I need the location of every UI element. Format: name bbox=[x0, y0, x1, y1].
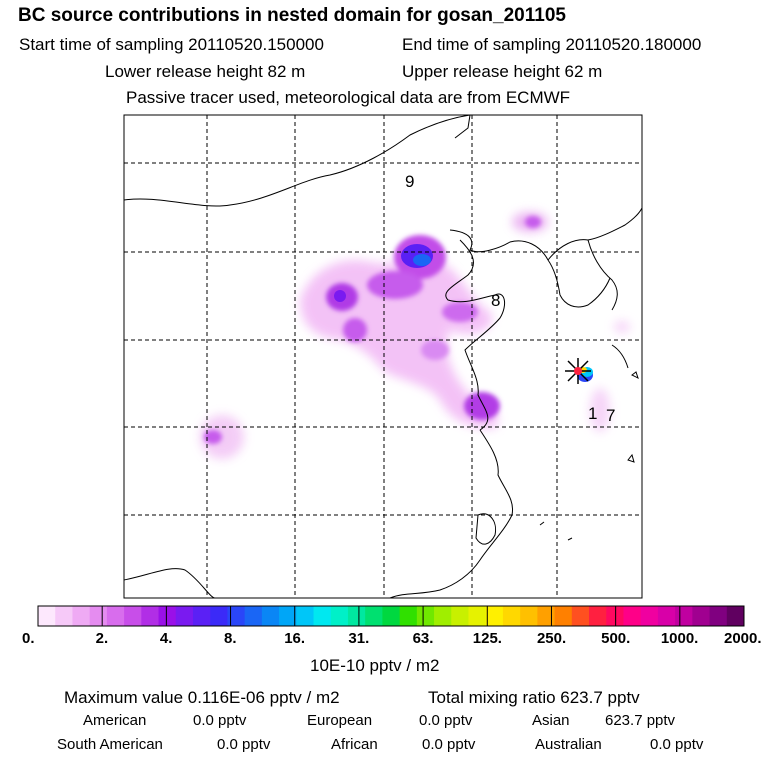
colorbar-swatch bbox=[38, 606, 56, 626]
african-label: African bbox=[331, 736, 378, 753]
colorbar-tick-label: 1000. bbox=[660, 630, 699, 647]
colorbar-swatch bbox=[244, 606, 263, 626]
colorbar-swatch bbox=[485, 606, 504, 626]
colorbar-swatch bbox=[709, 606, 728, 626]
map-area bbox=[124, 115, 642, 598]
colorbar-swatch bbox=[434, 606, 452, 626]
region-label-1: 1 bbox=[588, 404, 598, 423]
tracer-label: Passive tracer used, meteorological data… bbox=[126, 88, 571, 107]
colorbar-swatch bbox=[365, 606, 383, 626]
colorbar-swatch bbox=[279, 606, 297, 626]
colorbar-swatch bbox=[451, 606, 469, 626]
colorbar-swatch bbox=[106, 606, 125, 626]
colorbar-swatch bbox=[124, 606, 142, 626]
asian-value: 623.7 pptv bbox=[605, 712, 676, 729]
colorbar-swatch bbox=[640, 606, 659, 626]
colorbar-swatch bbox=[296, 606, 315, 626]
australian-label: Australian bbox=[535, 736, 602, 753]
colorbar-swatch bbox=[261, 606, 280, 626]
region-label-8: 8 bbox=[491, 291, 501, 310]
maximum-value-label: Maximum value 0.116E-06 pptv / m2 bbox=[64, 688, 340, 707]
colorbar-swatch bbox=[726, 606, 745, 626]
colorbar-tick-label: 31. bbox=[348, 630, 370, 647]
colorbar-swatch bbox=[606, 606, 624, 626]
colorbar-tick-label: 2. bbox=[95, 630, 109, 647]
colorbar-tick-label: 0. bbox=[22, 630, 35, 647]
european-label: European bbox=[307, 712, 373, 729]
colorbar-swatch bbox=[175, 606, 194, 626]
colorbar-tick-label: 2000. bbox=[724, 630, 762, 647]
colorbar-swatch bbox=[382, 606, 401, 626]
colorbar-swatch bbox=[89, 606, 108, 626]
colorbar-swatch bbox=[192, 606, 211, 626]
colorbar-swatch bbox=[554, 606, 573, 626]
region-label-9: 9 bbox=[405, 172, 415, 191]
colorbar-tick-label: 500. bbox=[601, 630, 631, 647]
colorbar-tick-label: 4. bbox=[159, 630, 173, 647]
colorbar-swatch bbox=[347, 606, 366, 626]
colorbar-swatch bbox=[141, 606, 160, 626]
end-time-label: End time of sampling 20110520.180000 bbox=[402, 35, 702, 54]
south-american-label: South American bbox=[57, 736, 163, 753]
colorbar-swatch bbox=[657, 606, 676, 626]
colorbar-swatch bbox=[589, 606, 607, 626]
colorbar-swatch bbox=[502, 606, 521, 626]
colorbar-swatch bbox=[313, 606, 332, 626]
colorbar-tick-label: 8. bbox=[224, 630, 237, 647]
colorbar bbox=[37, 605, 745, 627]
colorbar-swatch bbox=[537, 606, 556, 626]
african-value: 0.0 pptv bbox=[422, 736, 476, 753]
asian-label: Asian bbox=[532, 712, 570, 729]
south-american-value: 0.0 pptv bbox=[217, 736, 271, 753]
colorbar-swatch bbox=[330, 606, 349, 626]
colorbar-swatch bbox=[692, 606, 711, 626]
colorbar-swatch bbox=[399, 606, 418, 626]
colorbar-swatch bbox=[571, 606, 590, 626]
region-label-7: 7 bbox=[606, 406, 616, 425]
colorbar-swatch bbox=[72, 606, 91, 626]
colorbar-tick-label: 125. bbox=[472, 630, 502, 647]
colorbar-tick-label: 63. bbox=[412, 630, 434, 647]
colorbar-swatch bbox=[416, 606, 435, 626]
colorbar-swatch bbox=[675, 606, 693, 626]
total-mixing-ratio-label: Total mixing ratio 623.7 pptv bbox=[428, 688, 640, 707]
colorbar-swatch bbox=[623, 606, 642, 626]
colorbar-swatch bbox=[210, 606, 228, 626]
receptor-star-icon bbox=[565, 358, 591, 384]
colorbar-swatch bbox=[520, 606, 538, 626]
colorbar-swatch bbox=[158, 606, 177, 626]
upper-release-label: Upper release height 62 m bbox=[402, 62, 603, 81]
american-value: 0.0 pptv bbox=[193, 712, 247, 729]
colorbar-swatch bbox=[468, 606, 487, 626]
colorbar-swatch bbox=[55, 606, 73, 626]
european-value: 0.0 pptv bbox=[419, 712, 473, 729]
australian-value: 0.0 pptv bbox=[650, 736, 704, 753]
plot-title: BC source contributions in nested domain… bbox=[18, 5, 566, 26]
map-frame bbox=[123, 114, 643, 599]
colorbar-unit-label: 10E-10 pptv / m2 bbox=[310, 656, 440, 675]
colorbar-swatch bbox=[227, 606, 246, 626]
lower-release-label: Lower release height 82 m bbox=[105, 62, 306, 81]
colorbar-frame bbox=[37, 605, 745, 627]
colorbar-tick-label: 250. bbox=[536, 630, 567, 647]
start-time-label: Start time of sampling 20110520.150000 bbox=[19, 35, 324, 54]
american-label: American bbox=[83, 712, 147, 729]
colorbar-tick-label: 16. bbox=[284, 630, 306, 647]
latlon-grid bbox=[124, 115, 642, 598]
concentration-field bbox=[200, 212, 630, 459]
